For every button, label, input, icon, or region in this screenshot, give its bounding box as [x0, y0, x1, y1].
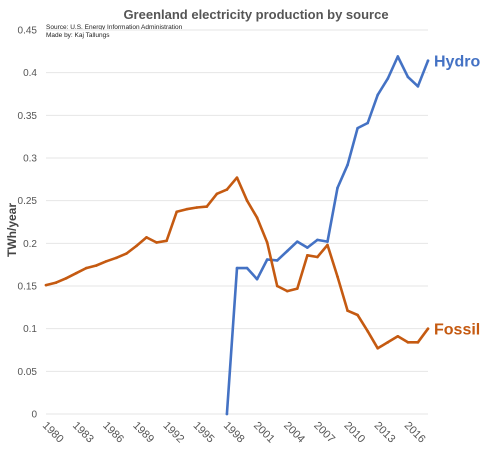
- fossil-data-point: [356, 313, 359, 317]
- fossil-data-point: [225, 188, 229, 191]
- fossil-data-point: [84, 266, 88, 270]
- hydro-data-point: [356, 126, 359, 130]
- fossil-data-point: [125, 252, 128, 255]
- fossil-series-label: Fossil: [434, 322, 480, 339]
- hydro-data-point: [416, 85, 420, 88]
- hydro-data-point: [245, 266, 249, 270]
- x-tick-label: 1980: [40, 420, 66, 446]
- x-tick-label: 2016: [402, 420, 428, 446]
- fossil-data-point: [386, 341, 390, 344]
- fossil-data-point: [155, 241, 158, 244]
- fossil-data-point: [265, 241, 269, 244]
- fossil-data-point: [396, 335, 400, 338]
- x-tick-label: 2010: [341, 420, 367, 446]
- hydro-data-point: [306, 246, 309, 249]
- hydro-data-point: [336, 186, 339, 190]
- fossil-data-point: [366, 329, 369, 333]
- chart-title: Greenland electricity production by sour…: [123, 7, 388, 22]
- fossil-data-point: [135, 244, 138, 248]
- source-line-2: Made by: Kaj Tallungs: [46, 32, 110, 39]
- fossil-data-point: [346, 309, 349, 313]
- y-tick-label: 0.35: [18, 111, 38, 122]
- hydro-series-label: Hydro: [434, 54, 480, 71]
- fossil-data-point: [175, 210, 178, 214]
- y-tick-label: 0.15: [18, 282, 38, 293]
- series-labels: Hydro Fossil: [434, 54, 480, 339]
- hydro-data-point: [285, 249, 289, 253]
- y-tick-label: 0.2: [23, 239, 37, 250]
- y-tick-label: 0: [31, 410, 37, 421]
- y-tick-label: 0.25: [18, 196, 38, 207]
- fossil-data-point: [105, 259, 108, 263]
- x-tick-label: 2013: [372, 420, 398, 446]
- x-tick-label: 1983: [70, 420, 96, 446]
- hydro-data-point: [396, 55, 400, 58]
- fossil-data-point: [215, 192, 219, 196]
- y-axis-ticks: 0 0.05 0.1 0.15 0.2 0.25 0.3 0.35 0.4 0.45: [18, 26, 38, 421]
- hydro-data-point: [406, 75, 410, 79]
- fossil-data-point: [94, 264, 98, 267]
- fossil-data-point: [64, 277, 68, 280]
- x-tick-label: 1992: [161, 420, 187, 446]
- fossil-data-point: [426, 327, 430, 330]
- fossil-data-point: [145, 236, 148, 239]
- y-tick-label: 0.3: [23, 154, 37, 165]
- y-tick-label: 0.05: [18, 367, 38, 378]
- fossil-data-point: [376, 346, 380, 350]
- fossil-data-point: [416, 341, 420, 344]
- hydro-data-point: [275, 259, 279, 262]
- source-line-1: Source: U.S. Energy Information Administ…: [46, 24, 183, 31]
- x-tick-label: 1998: [221, 420, 247, 446]
- gridlines: [46, 29, 428, 415]
- fossil-data-point: [306, 253, 309, 257]
- x-tick-label: 2007: [311, 420, 337, 446]
- fossil-data-point: [316, 255, 319, 259]
- fossil-data-point: [326, 243, 329, 247]
- hydro-data-point: [326, 240, 329, 243]
- x-tick-label: 1986: [100, 420, 126, 446]
- fossil-series-line: [44, 176, 430, 350]
- x-tick-label: 1995: [191, 420, 217, 446]
- fossil-data-point: [165, 239, 168, 243]
- hydro-data-point: [376, 93, 380, 97]
- fossil-data-point: [115, 256, 118, 260]
- fossil-data-point: [74, 271, 78, 275]
- x-axis-ticks: 1980 1983 1986 1989 1992 1995 1998 2001 2004 2007…: [40, 420, 428, 446]
- series-lines: [44, 55, 430, 416]
- y-axis-label: TWh/year: [5, 203, 19, 257]
- hydro-data-point: [225, 412, 229, 416]
- fossil-data-point: [195, 206, 199, 209]
- fossil-data-point: [54, 281, 58, 284]
- hydro-data-point: [366, 121, 369, 125]
- hydro-data-point: [346, 163, 349, 167]
- fossil-data-point: [185, 207, 189, 211]
- hydro-data-point: [255, 277, 259, 281]
- fossil-data-point: [285, 289, 289, 293]
- hydro-data-point: [316, 238, 319, 242]
- x-tick-label: 2004: [281, 420, 307, 446]
- hydro-data-point: [386, 77, 390, 80]
- fossil-data-point: [275, 284, 279, 288]
- fossil-data-point: [336, 275, 339, 278]
- hydro-data-point: [426, 59, 430, 63]
- x-tick-label: 1989: [130, 420, 156, 446]
- fossil-data-point: [255, 216, 259, 220]
- fossil-data-point: [296, 287, 299, 290]
- hydro-data-point: [265, 258, 269, 261]
- fossil-data-point: [44, 283, 48, 287]
- fossil-data-point: [406, 341, 410, 344]
- x-tick-label: 2001: [251, 420, 277, 446]
- hydro-data-point: [235, 266, 239, 270]
- fossil-data-point: [245, 199, 249, 202]
- fossil-data-point: [205, 205, 209, 208]
- y-tick-label: 0.45: [18, 26, 38, 37]
- hydro-series-line: [225, 55, 430, 416]
- hydro-data-point: [296, 240, 299, 243]
- fossil-data-point: [235, 176, 239, 179]
- y-tick-label: 0.1: [23, 324, 37, 335]
- y-tick-label: 0.4: [23, 68, 37, 79]
